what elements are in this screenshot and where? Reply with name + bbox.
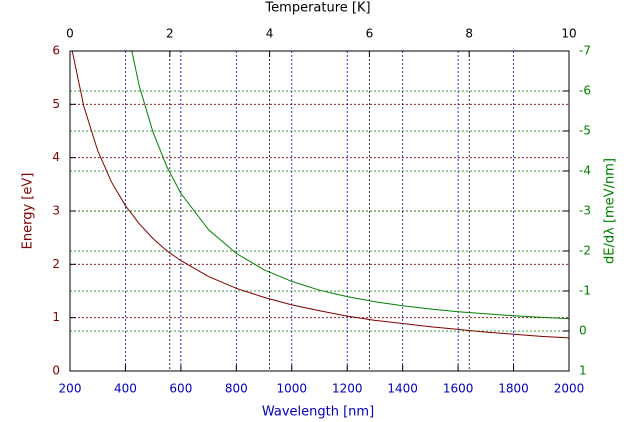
y-tick-label: 4 (52, 150, 60, 164)
y2-tick-label: -1 (579, 284, 591, 298)
y-tick-label: 0 (52, 364, 60, 378)
y-tick-label: 1 (52, 310, 60, 324)
series-line (71, 51, 569, 339)
x-tick-label: 400 (114, 382, 137, 396)
y2-tick-label: 0 (579, 324, 587, 338)
x-tick-label: 1000 (277, 382, 308, 396)
x-tick-label: 1600 (443, 382, 474, 396)
x-tick-label: 1200 (332, 382, 363, 396)
x-tick-label: 1400 (387, 382, 418, 396)
x2-tick-label: 10 (561, 27, 576, 41)
x2-tick-label: 6 (366, 27, 374, 41)
x2-tick-label: 2 (166, 27, 174, 41)
x-tick-label: 600 (169, 382, 192, 396)
x2-tick-label: 0 (66, 27, 74, 41)
y-tick-label: 2 (52, 257, 60, 271)
y2-tick-label: -2 (579, 244, 591, 258)
y2-tick-label: 1 (579, 364, 587, 378)
series-line (131, 51, 569, 320)
y2-tick-label: -7 (579, 44, 591, 58)
y-axis-title: Energy [eV] (21, 173, 36, 250)
x2-tick-label: 4 (266, 27, 274, 41)
top-axis-title: Temperature [K] (264, 1, 370, 16)
y-tick-label: 3 (52, 204, 60, 218)
y2-axis-title: dE/dλ [meV/nm] (603, 158, 618, 264)
y2-tick-label: -5 (579, 124, 591, 138)
x-tick-label: 1800 (498, 382, 529, 396)
y-tick-label: 6 (52, 44, 60, 58)
y2-tick-label: -6 (579, 84, 591, 98)
y2-tick-label: -4 (579, 164, 591, 178)
y2-tick-label: -3 (579, 204, 591, 218)
x-tick-label: 200 (59, 382, 82, 396)
x2-tick-label: 8 (465, 27, 473, 41)
y-tick-label: 5 (52, 97, 60, 111)
x-tick-label: 2000 (554, 382, 585, 396)
x-axis-title: Wavelength [nm] (262, 405, 374, 420)
x-tick-label: 800 (225, 382, 248, 396)
